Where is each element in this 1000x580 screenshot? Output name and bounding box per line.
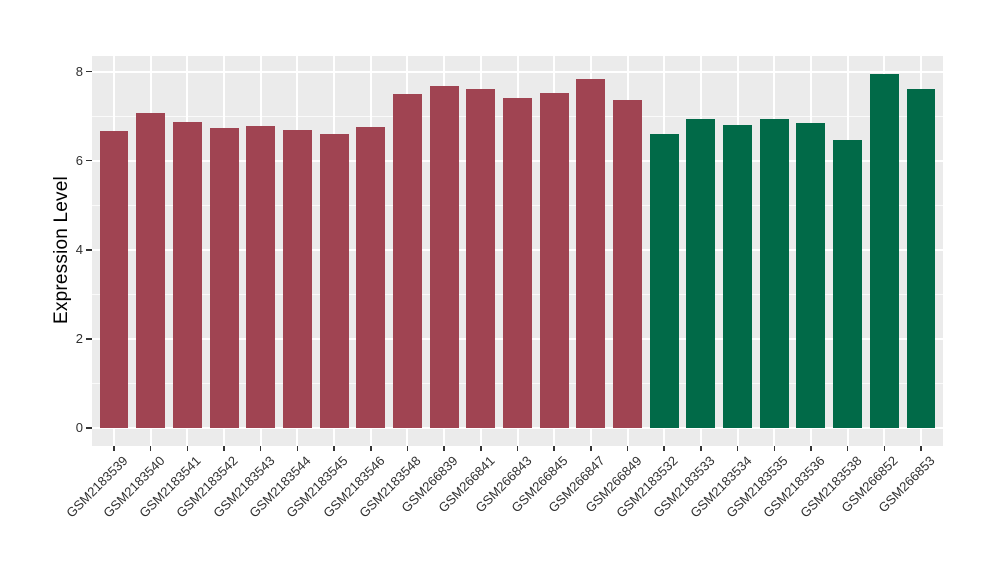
y-tick-mark	[86, 249, 92, 251]
x-tick-mark	[663, 446, 665, 451]
bar	[356, 126, 386, 429]
bar	[503, 97, 532, 429]
bar	[906, 89, 936, 429]
x-tick-mark	[846, 446, 849, 451]
x-tick-mark	[259, 446, 262, 451]
x-tick-mark	[773, 446, 776, 451]
x-tick-mark	[149, 446, 152, 451]
x-tick-mark	[883, 446, 886, 451]
x-tick-mark	[480, 446, 482, 451]
x-tick-mark	[443, 446, 445, 451]
bar	[172, 121, 202, 429]
y-tick-mark	[86, 338, 92, 340]
y-tick-label: 2	[75, 331, 83, 347]
bar	[319, 134, 349, 429]
bar	[759, 118, 789, 429]
bar	[576, 79, 606, 429]
bar	[649, 134, 679, 429]
x-tick-mark	[370, 446, 372, 451]
bar	[392, 93, 422, 429]
bar	[686, 118, 716, 429]
bar	[796, 122, 826, 429]
x-tick-mark	[590, 446, 592, 451]
x-tick-mark	[223, 446, 225, 451]
bar	[246, 125, 276, 429]
y-tick-mark	[86, 70, 92, 73]
bar	[539, 92, 569, 429]
y-tick-label: 0	[75, 420, 83, 436]
x-tick-mark	[333, 446, 335, 451]
x-tick-mark	[113, 446, 115, 451]
plot-panel	[92, 56, 943, 446]
bar	[429, 86, 459, 429]
x-tick-mark	[406, 446, 409, 451]
x-tick-mark	[700, 446, 702, 451]
bar	[613, 99, 643, 429]
x-tick-mark	[920, 446, 922, 451]
y-tick-label: 4	[75, 241, 83, 257]
x-tick-mark	[516, 446, 519, 451]
x-tick-mark	[186, 446, 189, 451]
y-tick-label: 6	[75, 152, 83, 168]
x-tick-mark	[296, 446, 299, 451]
x-tick-mark	[810, 446, 812, 451]
bar	[99, 131, 129, 429]
x-tick-mark	[626, 446, 629, 451]
bar	[723, 125, 753, 429]
bar	[209, 128, 239, 429]
bar	[833, 139, 863, 429]
y-tick-label: 8	[75, 63, 83, 79]
y-tick-mark	[86, 159, 92, 162]
bar	[869, 73, 899, 429]
y-tick-mark	[86, 427, 92, 429]
x-tick-mark	[553, 446, 555, 451]
bar	[136, 113, 166, 429]
bar	[282, 129, 312, 429]
x-tick-mark	[736, 446, 739, 451]
bar	[466, 88, 496, 429]
